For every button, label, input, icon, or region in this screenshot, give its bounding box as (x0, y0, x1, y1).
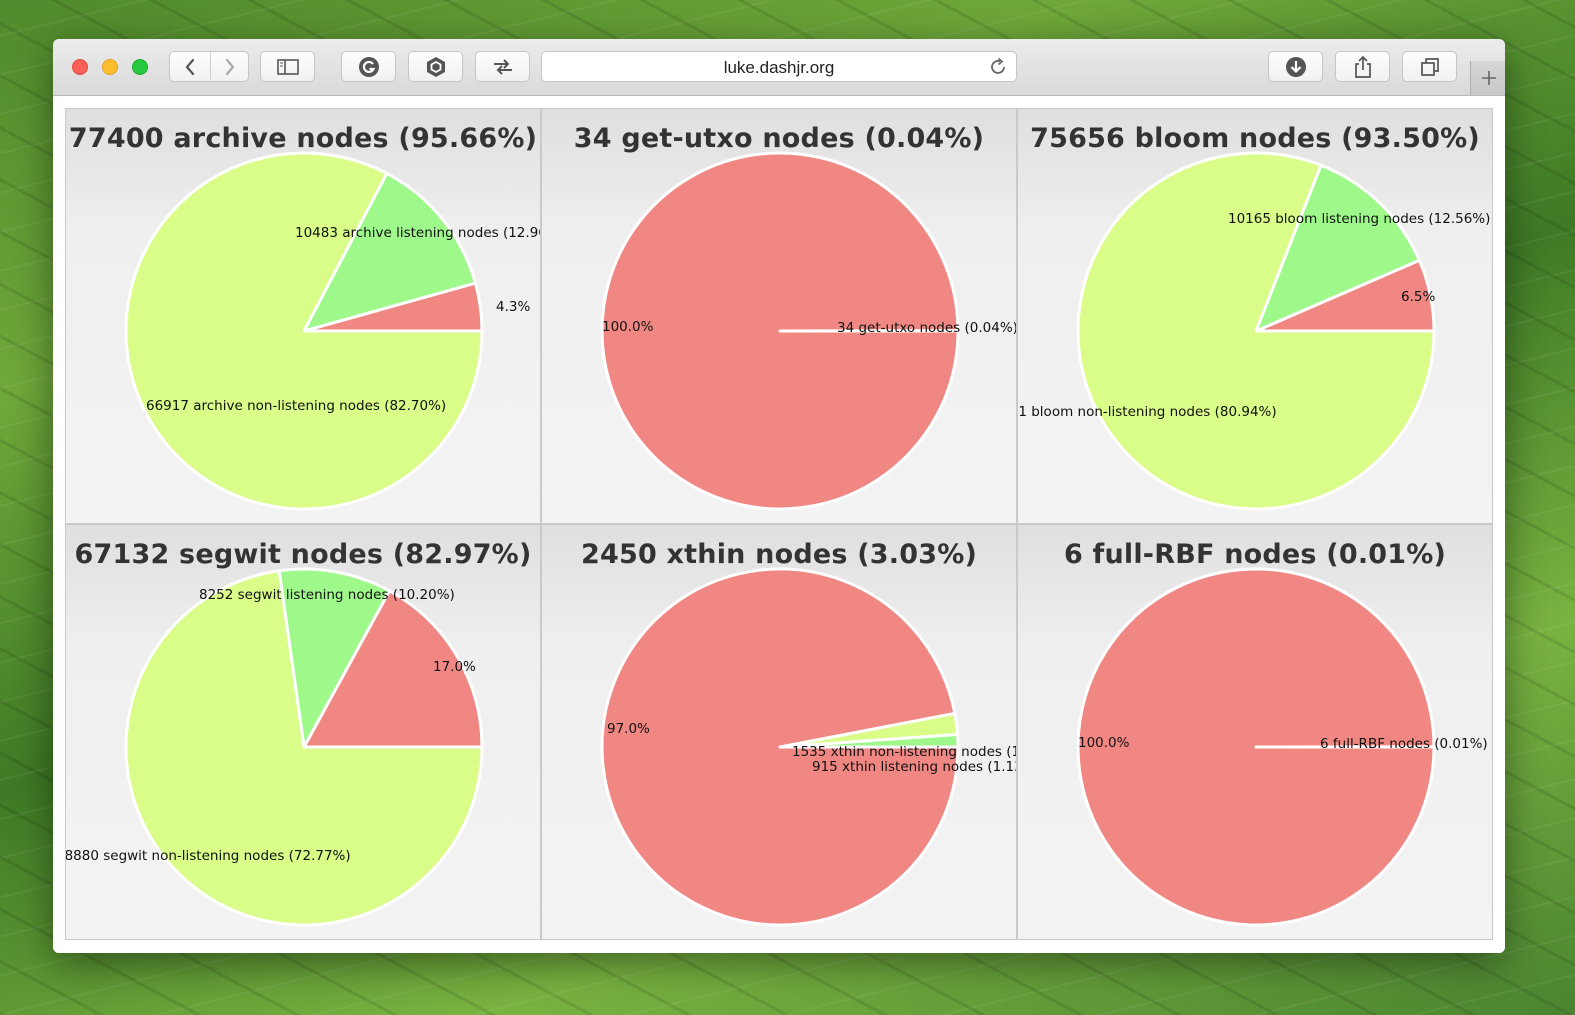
slice-label: 66917 archive non-listening nodes (82.70… (146, 398, 446, 414)
sidebar-button[interactable] (260, 51, 315, 82)
pie-slice (302, 171, 477, 333)
pie-slice (124, 569, 484, 927)
switch-extension-button[interactable] (475, 51, 530, 82)
chart-segwit-nodes: 67132 segwit nodes (82.97%) 17.0% 8252 se… (65, 524, 541, 940)
pie-chart: 6 full-RBF nodes (0.01%) 100.0% (1076, 567, 1488, 927)
pie-slice (124, 151, 484, 511)
download-icon (1285, 56, 1306, 77)
chart-title: 34 get-utxo nodes (0.04%) (573, 123, 985, 154)
chart-get-utxo-nodes: 34 get-utxo nodes (0.04%) 34 get-utxo no… (541, 108, 1017, 524)
browser-toolbar: luke.dashjr.org (53, 39, 1505, 96)
pie-slice (600, 151, 960, 511)
pie-slice (600, 567, 960, 927)
close-window-button[interactable] (72, 59, 88, 75)
hexagon-shield-icon (426, 56, 445, 77)
minimize-window-button[interactable] (102, 59, 118, 75)
zoom-window-button[interactable] (132, 59, 148, 75)
slice-label: 10165 bloom listening nodes (12.56%) (1228, 211, 1490, 227)
share-button[interactable] (1335, 51, 1390, 82)
reload-icon[interactable] (988, 57, 1008, 82)
slice-label: 97.0% (607, 721, 650, 737)
slice-label: 8252 segwit listening nodes (10.20%) (199, 587, 455, 603)
slice-label: 17.0% (433, 659, 476, 675)
chart-title: 75656 bloom nodes (93.50%) (1030, 123, 1480, 154)
address-bar[interactable]: luke.dashjr.org (541, 51, 1017, 82)
slice-label: 4.3% (496, 299, 530, 315)
pie-chart: 915 xthin listening nodes (1.13%)1535 xt… (600, 567, 1017, 927)
slice-label: 65491 bloom non-listening nodes (80.94%) (1018, 404, 1277, 420)
url-text: luke.dashjr.org (723, 58, 835, 77)
browser-window: luke.dashjr.org 77400 archive nodes (95.… (53, 39, 1505, 953)
tabs-icon (1420, 57, 1439, 76)
pie-slice (1076, 567, 1436, 927)
chart-archive-nodes: 77400 archive nodes (95.66%) 4.3% 10483 a… (65, 108, 541, 524)
new-tab-button[interactable] (1470, 61, 1505, 95)
slice-label: 100.0% (602, 319, 654, 335)
chart-title: 77400 archive nodes (95.66%) (68, 123, 538, 154)
pie-slice (277, 567, 391, 749)
pie-slice (1076, 151, 1436, 511)
slice-label: 6 full-RBF nodes (0.01%) (1320, 736, 1488, 752)
chart-full-rbf-nodes: 6 full-RBF nodes (0.01%) 6 full-RBF node… (1017, 524, 1493, 940)
slice-label: 915 xthin listening nodes (1.13%) (812, 759, 1017, 775)
downloads-button[interactable] (1268, 51, 1323, 82)
pie-slice (1254, 163, 1421, 333)
slice-label: 34 get-utxo nodes (0.04%) (837, 320, 1017, 336)
slice-label: 1535 xthin non-listening nodes (1.90%) (792, 744, 1017, 760)
slice-label: 6.5% (1401, 289, 1435, 305)
chart-title: 2450 xthin nodes (3.03%) (581, 539, 977, 570)
share-icon (1354, 55, 1371, 78)
chart-title: 6 full-RBF nodes (0.01%) (1063, 539, 1447, 570)
sidebar-icon (276, 58, 299, 75)
slice-label: 100.0% (1078, 735, 1130, 751)
forward-icon[interactable] (210, 52, 250, 81)
pie-chart: 6.5% 10165 bloom listening nodes (12.56%)… (1018, 151, 1490, 511)
shield-extension-button[interactable] (408, 51, 463, 82)
swap-arrows-icon (493, 58, 512, 75)
chart-xthin-nodes: 2450 xthin nodes (3.03%) 915 xthin liste… (541, 524, 1017, 940)
pie-chart: 17.0% 8252 segwit listening nodes (10.20%… (66, 567, 484, 927)
chart-bloom-nodes: 75656 bloom nodes (93.50%) 6.5% 10165 blo… (1017, 108, 1493, 524)
back-icon[interactable] (170, 52, 211, 81)
slice-label: 10483 archive listening nodes (12.96%) (295, 225, 541, 241)
plus-icon (1481, 71, 1496, 85)
tabs-overview-button[interactable] (1402, 51, 1457, 82)
grammarly-icon (358, 56, 379, 77)
pie-chart: 34 get-utxo nodes (0.04%) 100.0% (600, 151, 1017, 511)
pie-slice (302, 589, 484, 749)
slice-label: 58880 segwit non-listening nodes (72.77%… (66, 848, 351, 864)
chart-title: 67132 segwit nodes (82.97%) (74, 539, 532, 570)
page-content: 77400 archive nodes (95.66%) 4.3% 10483 a… (53, 96, 1505, 953)
pie-chart: 4.3% 10483 archive listening nodes (12.96… (124, 151, 541, 511)
back-forward-group (169, 51, 249, 82)
grammarly-extension-button[interactable] (341, 51, 396, 82)
